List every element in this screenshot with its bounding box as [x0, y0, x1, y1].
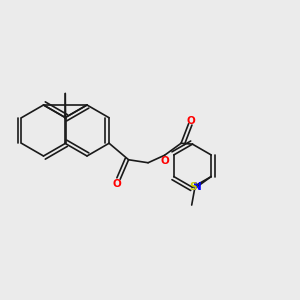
Text: N: N — [193, 182, 201, 192]
Text: O: O — [187, 116, 195, 126]
Text: S: S — [189, 182, 197, 192]
Text: O: O — [160, 156, 169, 166]
Text: O: O — [113, 179, 122, 189]
